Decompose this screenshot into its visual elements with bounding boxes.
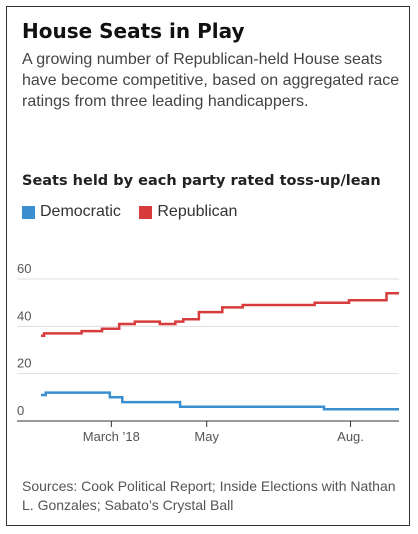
source-note: Sources: Cook Political Report; Inside E… [22, 478, 396, 513]
chart-card: House Seats in Play A growing number of … [6, 6, 410, 526]
line-chart: 0 20 40 60 March ’18 May Aug. [17, 261, 399, 444]
x-tick-label-0: March ’18 [83, 429, 140, 444]
x-tick-label-2: Aug. [337, 429, 364, 444]
legend-swatch-democratic [22, 205, 35, 219]
y-tick-label-0: 0 [17, 403, 24, 418]
legend-label-democratic: Democratic [40, 203, 121, 220]
legend-item-republican: Republican [139, 203, 237, 221]
y-tick-label-40: 40 [17, 308, 31, 323]
x-tick-label-1: May [194, 429, 219, 444]
legend: Democratic Republican [22, 203, 251, 224]
page-title: House Seats in Play [22, 19, 245, 43]
subtitle: A growing number of Republican-held Hous… [22, 51, 400, 110]
y-tick-label-60: 60 [17, 261, 31, 276]
legend-label-republican: Republican [157, 203, 238, 220]
series-line-republican [41, 291, 399, 338]
legend-item-democratic: Democratic [22, 203, 121, 221]
y-tick-label-20: 20 [17, 356, 31, 371]
legend-swatch-republican [139, 205, 153, 219]
series-line-democratic [41, 391, 399, 411]
chart-title: Seats held by each party rated toss-up/l… [22, 173, 381, 189]
